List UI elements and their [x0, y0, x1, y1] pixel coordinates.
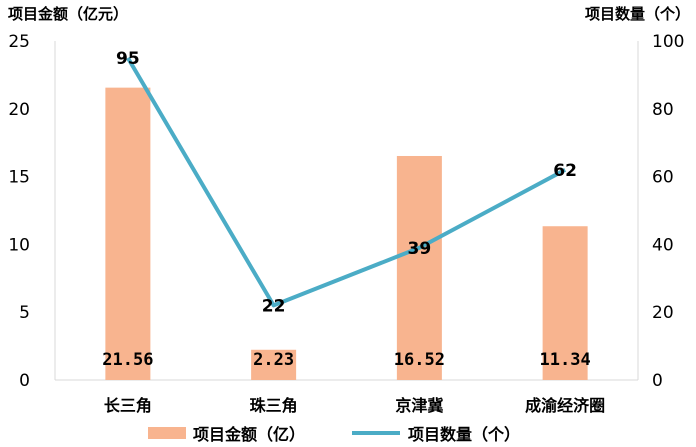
- right-tick-label: 0: [652, 371, 663, 391]
- line-value-label: 39: [408, 239, 432, 259]
- bar: [251, 349, 297, 380]
- right-tick-label: 80: [652, 100, 674, 120]
- right-tick-label: 60: [652, 168, 674, 188]
- left-tick-label: 20: [8, 100, 30, 120]
- category-label: 珠三角: [250, 396, 298, 415]
- line-series: [126, 56, 567, 308]
- left-axis-title: 项目金额（亿元）: [8, 5, 129, 23]
- bar-value-label: 16.52: [394, 350, 445, 370]
- bar: [396, 155, 442, 380]
- category-label: 京津冀: [395, 396, 443, 415]
- bar-value-label: 21.56: [102, 350, 153, 370]
- left-tick-label: 25: [8, 32, 30, 52]
- right-axis-title: 项目数量（个）: [584, 5, 690, 23]
- legend-line-label: 项目数量（个）: [408, 425, 520, 444]
- bar: [542, 226, 588, 380]
- legend-bar-swatch: [148, 427, 186, 439]
- category-label: 长三角: [104, 396, 152, 415]
- category-label: 成渝经济圈: [525, 396, 605, 415]
- left-tick-label: 15: [8, 168, 30, 188]
- right-tick-label: 40: [652, 235, 674, 255]
- left-tick-label: 10: [8, 235, 30, 255]
- line-value-label: 62: [553, 161, 577, 181]
- line-value-label: 22: [262, 296, 286, 316]
- line-value-label: 95: [116, 49, 140, 69]
- bar: [105, 87, 151, 381]
- left-tick-label: 5: [19, 303, 30, 323]
- bar-value-label: 2.23: [253, 350, 294, 370]
- bar-value-label: 11.34: [540, 350, 591, 370]
- legend-bar-label: 项目金额（亿）: [193, 425, 305, 444]
- right-tick-label: 20: [652, 303, 674, 323]
- right-tick-label: 100: [652, 32, 684, 52]
- left-tick-label: 0: [19, 371, 30, 391]
